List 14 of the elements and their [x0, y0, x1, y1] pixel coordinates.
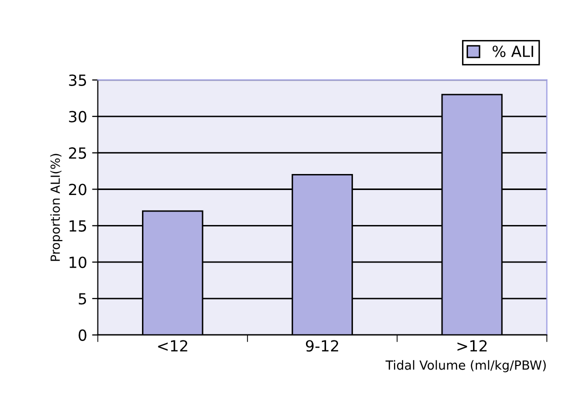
- x-tick-label: >12: [457, 340, 487, 352]
- y-tick-label: 0: [78, 329, 86, 341]
- y-tick-label: 35: [69, 74, 86, 86]
- x-tick-label: 9-12: [306, 340, 338, 352]
- y-axis-title: Proportion ALI(%): [50, 154, 62, 261]
- y-tick-label: 15: [70, 220, 86, 232]
- y-tick-label: 30: [69, 110, 86, 122]
- y-tick-label: 25: [69, 147, 86, 159]
- x-tick-label: <12: [158, 340, 188, 352]
- legend-label: % ALI: [492, 46, 534, 58]
- y-tick-label: 20: [69, 184, 86, 196]
- y-tick-label: 10: [70, 256, 86, 268]
- x-axis-title: Tidal Volume (ml/kg/PBW): [386, 360, 546, 372]
- y-tick-label: 5: [78, 293, 86, 305]
